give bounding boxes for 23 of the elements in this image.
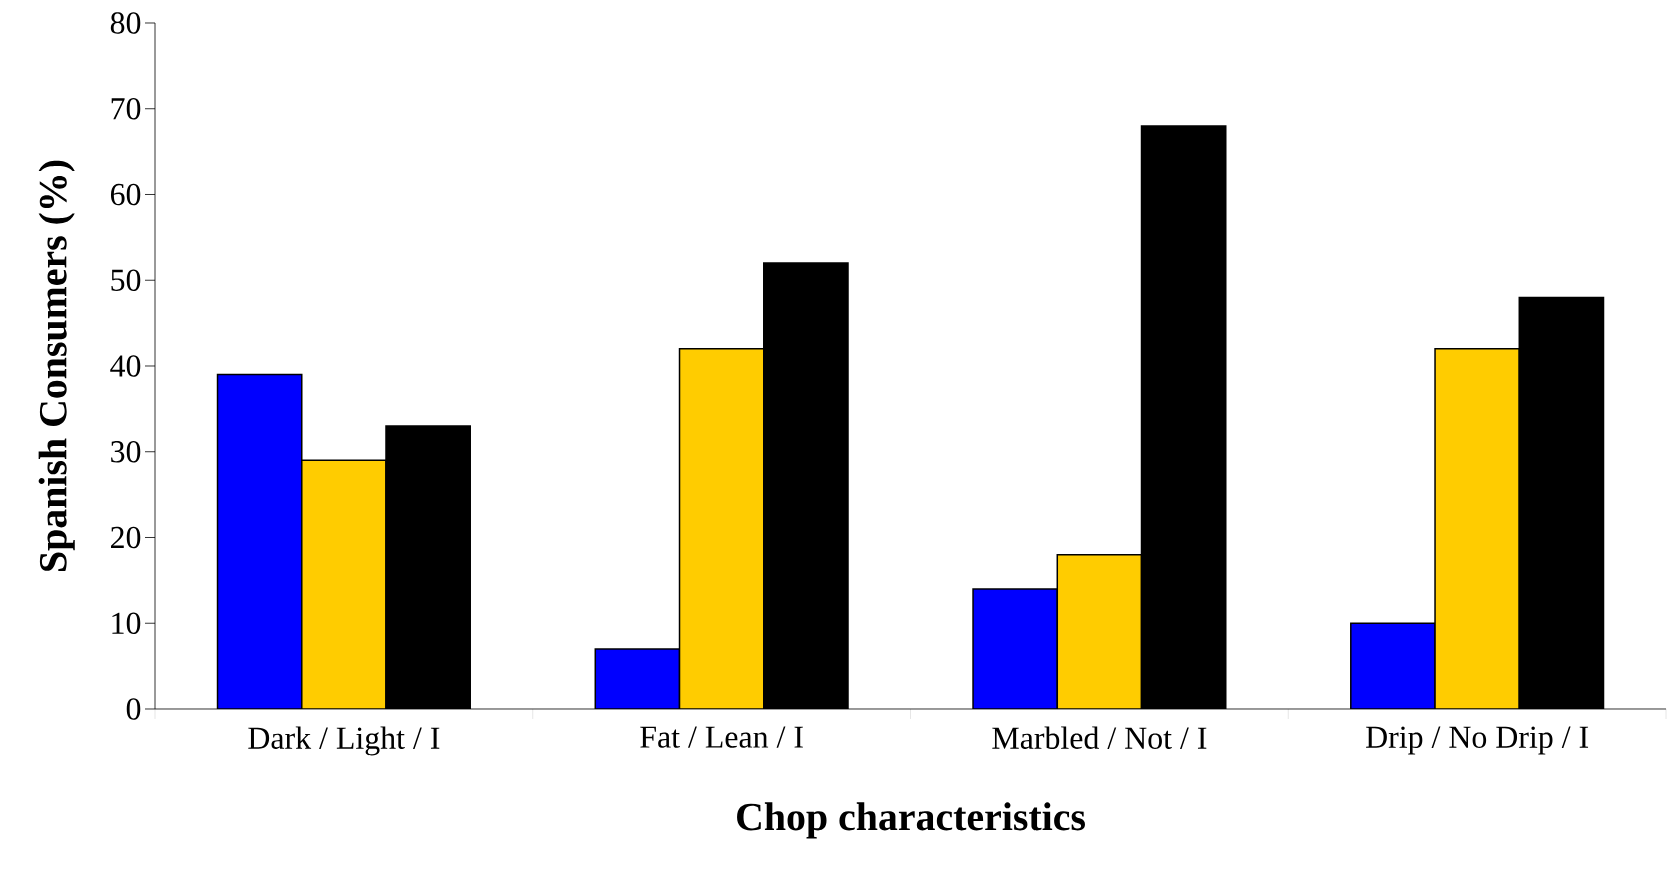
x-tick-label: Dark / Light / I bbox=[248, 726, 440, 756]
x-tick-label: Marbled / Not / I bbox=[992, 726, 1207, 749]
y-tick-label: 30 bbox=[111, 440, 141, 463]
y-tick-label: 50 bbox=[111, 269, 141, 291]
y-axis-title: Spanish Consumers (%) bbox=[38, 160, 75, 571]
bar bbox=[1350, 622, 1436, 709]
bar bbox=[678, 348, 765, 709]
y-tick-label: 80 bbox=[110, 12, 141, 34]
bar bbox=[594, 648, 681, 709]
bar bbox=[301, 459, 387, 709]
bar bbox=[216, 373, 303, 709]
x-axis-title: Chop characteristics bbox=[737, 802, 1085, 839]
y-tick-label: 10 bbox=[112, 612, 141, 635]
y-tick-label: 70 bbox=[111, 97, 141, 120]
bar bbox=[1434, 348, 1521, 709]
bar bbox=[1056, 553, 1143, 709]
y-tick-label: 40 bbox=[110, 355, 141, 377]
x-tick-label: Fat / Lean / I bbox=[640, 726, 803, 748]
y-tick-label: 0 bbox=[126, 698, 141, 720]
y-tick-label: 60 bbox=[110, 183, 141, 206]
bar bbox=[972, 588, 1059, 709]
y-tick-label: 20 bbox=[111, 526, 141, 549]
x-tick-label: Drip / No Drip / I bbox=[1366, 726, 1589, 755]
